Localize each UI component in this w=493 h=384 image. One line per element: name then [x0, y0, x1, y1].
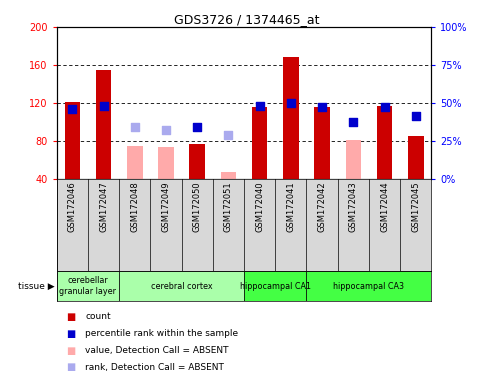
- Bar: [244, 271, 307, 301]
- Text: GSM172048: GSM172048: [130, 181, 139, 232]
- Text: cerebral cortex: cerebral cortex: [151, 281, 212, 291]
- Text: GSM172045: GSM172045: [411, 181, 420, 232]
- Bar: [346, 140, 361, 179]
- Text: ■: ■: [67, 312, 76, 322]
- Text: cerebellar
granular layer: cerebellar granular layer: [60, 276, 116, 296]
- Point: [193, 124, 201, 130]
- Text: ■: ■: [67, 362, 76, 372]
- Bar: [221, 172, 236, 179]
- Text: GSM172043: GSM172043: [349, 181, 358, 232]
- Bar: [283, 57, 299, 179]
- Bar: [158, 147, 174, 179]
- Point: [69, 106, 76, 112]
- Point: [318, 104, 326, 110]
- Text: GSM172047: GSM172047: [99, 181, 108, 232]
- Text: tissue ▶: tissue ▶: [18, 281, 54, 291]
- Point: [256, 103, 264, 109]
- Text: hippocampal CA1: hippocampal CA1: [240, 281, 311, 291]
- Point: [287, 100, 295, 106]
- Bar: [57, 271, 119, 301]
- Point: [412, 113, 420, 119]
- Point: [224, 131, 232, 137]
- Text: value, Detection Call = ABSENT: value, Detection Call = ABSENT: [85, 346, 229, 355]
- Bar: [119, 271, 244, 301]
- Bar: [189, 144, 205, 179]
- Text: GDS3726 / 1374465_at: GDS3726 / 1374465_at: [174, 13, 319, 26]
- Point: [350, 119, 357, 126]
- Text: ■: ■: [67, 346, 76, 356]
- Text: GSM172051: GSM172051: [224, 181, 233, 232]
- Text: GSM172040: GSM172040: [255, 181, 264, 232]
- Bar: [96, 70, 111, 179]
- Text: GSM172049: GSM172049: [162, 181, 171, 232]
- Point: [100, 103, 107, 109]
- Bar: [127, 146, 142, 179]
- Bar: [377, 106, 392, 179]
- Text: GSM172046: GSM172046: [68, 181, 77, 232]
- Text: rank, Detection Call = ABSENT: rank, Detection Call = ABSENT: [85, 363, 224, 372]
- Text: GSM172042: GSM172042: [317, 181, 326, 232]
- Point: [381, 104, 388, 110]
- Text: GSM172044: GSM172044: [380, 181, 389, 232]
- Text: GSM172041: GSM172041: [286, 181, 295, 232]
- Text: percentile rank within the sample: percentile rank within the sample: [85, 329, 239, 338]
- Bar: [315, 108, 330, 179]
- Text: ■: ■: [67, 329, 76, 339]
- Point: [131, 124, 139, 130]
- Point: [162, 127, 170, 133]
- Bar: [65, 102, 80, 179]
- Bar: [408, 136, 423, 179]
- Text: hippocampal CA3: hippocampal CA3: [333, 281, 404, 291]
- Text: count: count: [85, 312, 111, 321]
- Bar: [252, 106, 267, 179]
- Text: GSM172050: GSM172050: [193, 181, 202, 232]
- Bar: [307, 271, 431, 301]
